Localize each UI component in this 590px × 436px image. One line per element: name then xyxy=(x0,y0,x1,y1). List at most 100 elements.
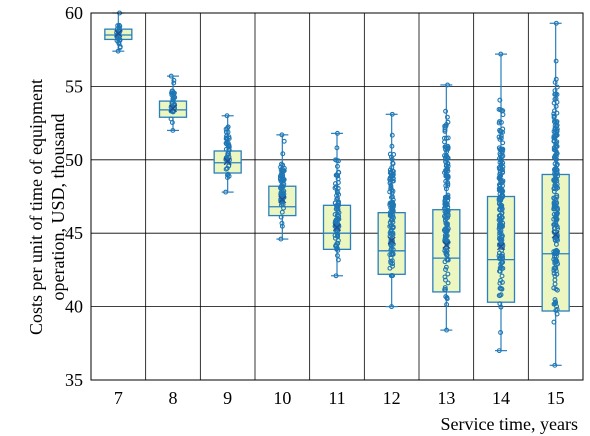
data-point xyxy=(442,226,448,232)
data-point xyxy=(170,127,176,133)
data-point xyxy=(389,273,395,279)
mean-marker-stroke xyxy=(114,29,123,38)
data-point xyxy=(443,121,449,127)
data-point xyxy=(224,135,229,141)
y-tick-label: 60 xyxy=(65,3,83,23)
data-point xyxy=(389,156,395,162)
x-tick-label: 10 xyxy=(273,388,291,408)
data-point xyxy=(555,207,561,212)
data-point xyxy=(552,172,558,178)
mean-marker-stroke xyxy=(387,236,396,245)
data-point xyxy=(334,203,340,209)
data-point xyxy=(441,135,447,141)
data-point xyxy=(279,132,285,138)
data-point xyxy=(443,277,448,283)
box-10 xyxy=(268,132,297,242)
data-point xyxy=(554,194,560,200)
data-point xyxy=(444,327,450,333)
data-point xyxy=(280,178,286,184)
box-13 xyxy=(432,82,461,333)
data-point xyxy=(389,132,395,138)
x-tick-label: 9 xyxy=(223,388,232,408)
data-point xyxy=(443,264,449,270)
data-point xyxy=(500,129,506,135)
data-point xyxy=(497,171,503,177)
data-point xyxy=(389,304,394,310)
data-point xyxy=(444,114,450,120)
data-point xyxy=(442,128,448,134)
data-point xyxy=(226,134,232,140)
data-point xyxy=(334,245,340,251)
data-point xyxy=(388,186,394,192)
data-point xyxy=(336,216,342,222)
data-point xyxy=(226,144,232,150)
box-7 xyxy=(104,10,133,54)
data-point xyxy=(389,165,395,170)
y-tick-label: 40 xyxy=(65,297,83,317)
data-point xyxy=(389,207,395,213)
data-point xyxy=(387,175,393,181)
data-point xyxy=(171,77,177,83)
mean-marker xyxy=(387,236,396,245)
data-point xyxy=(553,253,559,259)
data-point xyxy=(443,186,449,192)
data-point xyxy=(554,144,559,150)
data-point xyxy=(551,201,557,207)
data-point xyxy=(553,217,559,223)
data-point xyxy=(553,268,559,274)
mean-marker xyxy=(551,230,560,239)
data-point xyxy=(498,51,504,57)
data-point xyxy=(554,128,560,134)
data-point xyxy=(389,143,395,149)
data-point xyxy=(444,302,450,307)
x-tick-label: 12 xyxy=(383,388,401,408)
data-point xyxy=(498,162,504,168)
data-point xyxy=(499,273,505,279)
mean-marker xyxy=(497,242,505,251)
mean-marker xyxy=(333,223,341,232)
data-point xyxy=(171,80,177,86)
box-14 xyxy=(486,51,516,354)
box-9 xyxy=(213,113,242,195)
data-point xyxy=(500,183,505,189)
data-point xyxy=(498,147,504,152)
data-point xyxy=(554,212,560,218)
mean-marker-stroke xyxy=(223,157,232,166)
data-point xyxy=(281,138,287,144)
data-point xyxy=(170,97,176,103)
data-point xyxy=(390,230,396,236)
y-axis-label-line2: operation, USD, thousand xyxy=(48,114,68,301)
data-point xyxy=(554,258,560,264)
data-point xyxy=(499,224,505,230)
y-tick-label: 55 xyxy=(65,76,83,96)
data-point xyxy=(223,189,229,195)
data-point xyxy=(333,273,339,279)
data-point xyxy=(168,108,174,114)
y-axis-tick-labels: 35 40 45 50 55 60 xyxy=(65,3,83,390)
data-point xyxy=(115,30,121,36)
x-tick-label: 8 xyxy=(169,388,178,408)
data-point xyxy=(115,23,121,29)
data-point xyxy=(334,130,340,136)
data-point xyxy=(390,261,396,267)
data-point xyxy=(334,172,340,178)
data-point xyxy=(554,84,560,90)
data-point xyxy=(499,247,505,253)
data-point xyxy=(168,73,174,79)
data-point xyxy=(389,178,395,184)
data-point xyxy=(553,153,559,159)
data-point xyxy=(443,108,448,114)
data-point xyxy=(334,163,340,169)
data-point xyxy=(498,135,504,141)
data-point xyxy=(444,167,450,173)
data-point xyxy=(553,197,559,203)
data-point xyxy=(335,253,340,259)
data-point xyxy=(552,362,558,368)
data-point xyxy=(498,217,504,222)
data-point xyxy=(445,280,451,286)
mean-marker xyxy=(223,157,232,166)
data-point xyxy=(553,58,559,64)
data-point xyxy=(445,213,451,219)
y-tick-label: 45 xyxy=(65,223,83,243)
data-point xyxy=(278,236,284,242)
